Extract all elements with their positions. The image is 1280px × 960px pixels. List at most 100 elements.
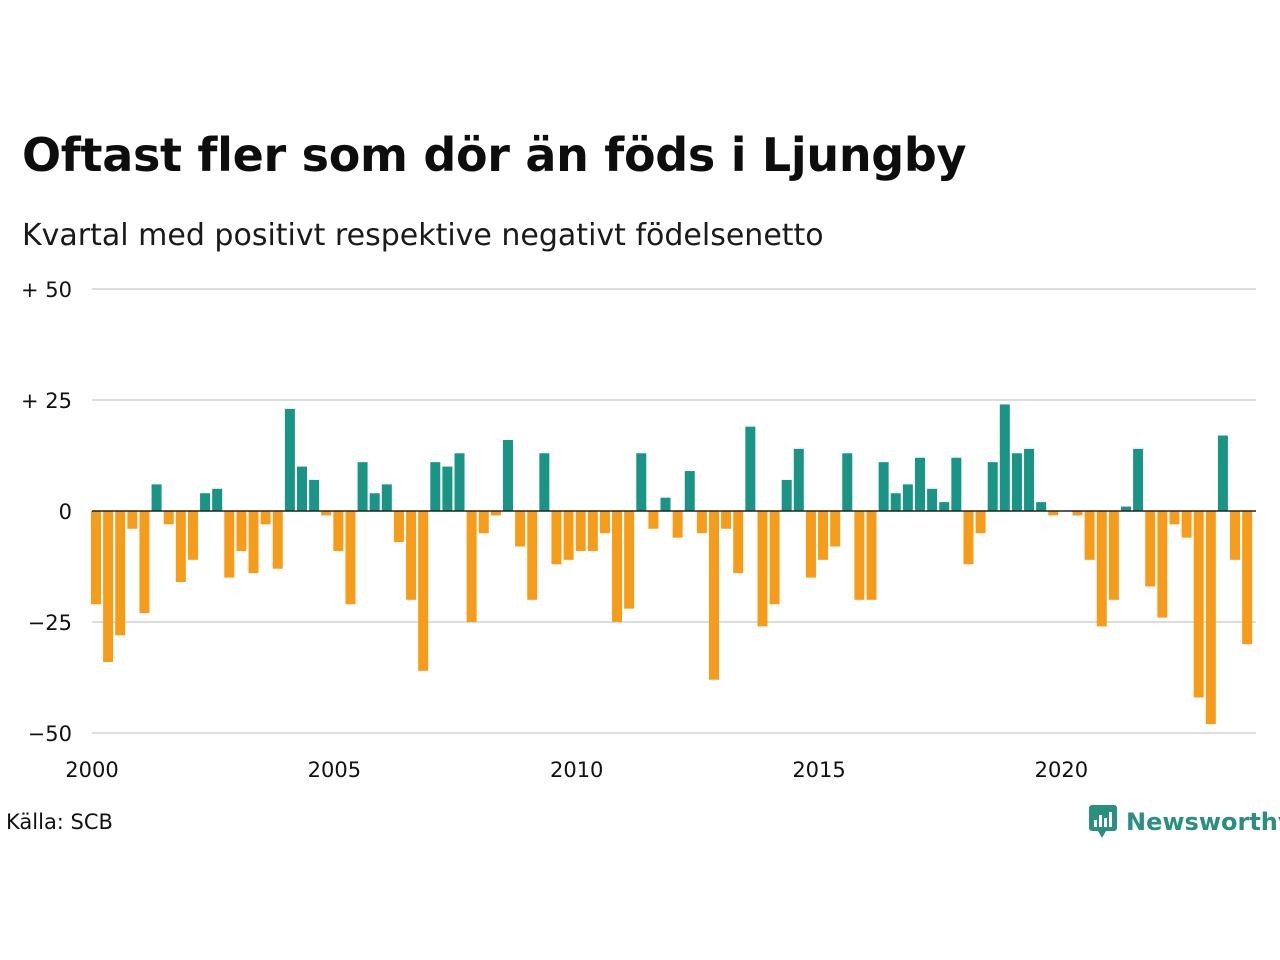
bar: [963, 511, 974, 565]
y-tick-label: 0: [59, 500, 72, 524]
bar: [660, 497, 671, 511]
bar: [466, 511, 477, 622]
bar: [842, 453, 853, 511]
bar: [914, 457, 925, 511]
bar: [393, 511, 404, 543]
bar: [951, 457, 962, 511]
bar: [1072, 511, 1083, 516]
bar: [1133, 448, 1144, 511]
brand-logo: Newsworthy: [1088, 802, 1280, 842]
bar: [1024, 448, 1035, 511]
bar: [587, 511, 598, 551]
bar: [127, 511, 138, 529]
bar: [757, 511, 768, 627]
bar: [1242, 511, 1253, 645]
bar: [575, 511, 586, 551]
bar: [721, 511, 732, 529]
bar: [333, 511, 344, 551]
bar: [1048, 511, 1059, 516]
bar: [672, 511, 683, 538]
y-tick-label: + 25: [21, 389, 72, 413]
bar: [769, 511, 780, 605]
bar: [1230, 511, 1241, 560]
bar: [260, 511, 271, 525]
y-tick-label: −25: [28, 611, 72, 635]
bar: [1157, 511, 1168, 618]
chart-subtitle: Kvartal med positivt respektive negativt…: [22, 218, 824, 253]
x-tick-label: 2015: [792, 758, 845, 782]
bar: [927, 488, 938, 511]
bar: [866, 511, 877, 600]
x-tick-label: 2010: [550, 758, 603, 782]
x-tick-label: 2005: [308, 758, 361, 782]
x-tick-label: 2020: [1035, 758, 1088, 782]
bar: [745, 426, 756, 511]
bar: [297, 466, 307, 511]
bar: [212, 488, 223, 511]
bars: [91, 404, 1253, 725]
bar: [1193, 511, 1204, 698]
bar: [1169, 511, 1180, 525]
bar: [418, 511, 429, 671]
bar: [878, 462, 889, 511]
bar: [503, 439, 513, 511]
bar: [1181, 511, 1192, 538]
bar: [115, 511, 126, 636]
bar: [975, 511, 986, 534]
bar: [1011, 453, 1022, 511]
bar: [793, 448, 804, 511]
bar: [1108, 511, 1119, 600]
bar-chart: + 50 + 25 0 −25 −50 2000 2005 2010 2015 2020: [21, 278, 1256, 782]
bar: [999, 404, 1010, 511]
bar: [490, 511, 501, 516]
bar: [103, 511, 114, 662]
bar: [939, 502, 950, 511]
bar: [200, 493, 211, 511]
bar: [309, 479, 320, 511]
bar: [781, 479, 792, 511]
bar: [1096, 511, 1107, 627]
bar: [527, 511, 538, 600]
bar: [248, 511, 259, 574]
bar: [284, 408, 295, 511]
bar: [1217, 435, 1228, 511]
bar: [624, 511, 635, 609]
newsworthy-logo-icon: [1089, 805, 1117, 838]
axes: + 50 + 25 0 −25 −50 2000 2005 2010 2015 2020: [21, 278, 1256, 782]
brand-name: Newsworthy: [1126, 808, 1280, 836]
bar: [224, 511, 235, 578]
bar: [818, 511, 829, 560]
bar: [987, 462, 998, 511]
bar: [733, 511, 744, 574]
bar: [599, 511, 610, 534]
bar: [1084, 511, 1095, 560]
bar: [454, 453, 465, 511]
bar: [272, 511, 283, 569]
bar: [1205, 511, 1216, 725]
bar: [478, 511, 489, 534]
bar: [684, 471, 695, 511]
bar: [236, 511, 247, 551]
bar: [805, 511, 816, 578]
chart-title: Oftast fler som dör än föds i Ljungby: [22, 128, 967, 182]
bar: [539, 453, 550, 511]
bar: [321, 511, 332, 516]
bar: [163, 511, 174, 525]
source-note: Källa: SCB: [6, 810, 113, 834]
bar: [1036, 502, 1047, 511]
bar: [636, 453, 647, 511]
bar: [1145, 511, 1156, 587]
bar: [854, 511, 865, 600]
bar: [187, 511, 198, 560]
bar: [345, 511, 356, 605]
bar: [151, 484, 162, 511]
bar: [1120, 506, 1131, 511]
y-tick-label: −50: [28, 722, 72, 746]
bar: [381, 484, 392, 511]
bar: [515, 511, 526, 547]
bar: [369, 493, 380, 511]
bar: [430, 462, 441, 511]
bar: [563, 511, 574, 560]
bar: [612, 511, 623, 622]
bar: [830, 511, 841, 547]
